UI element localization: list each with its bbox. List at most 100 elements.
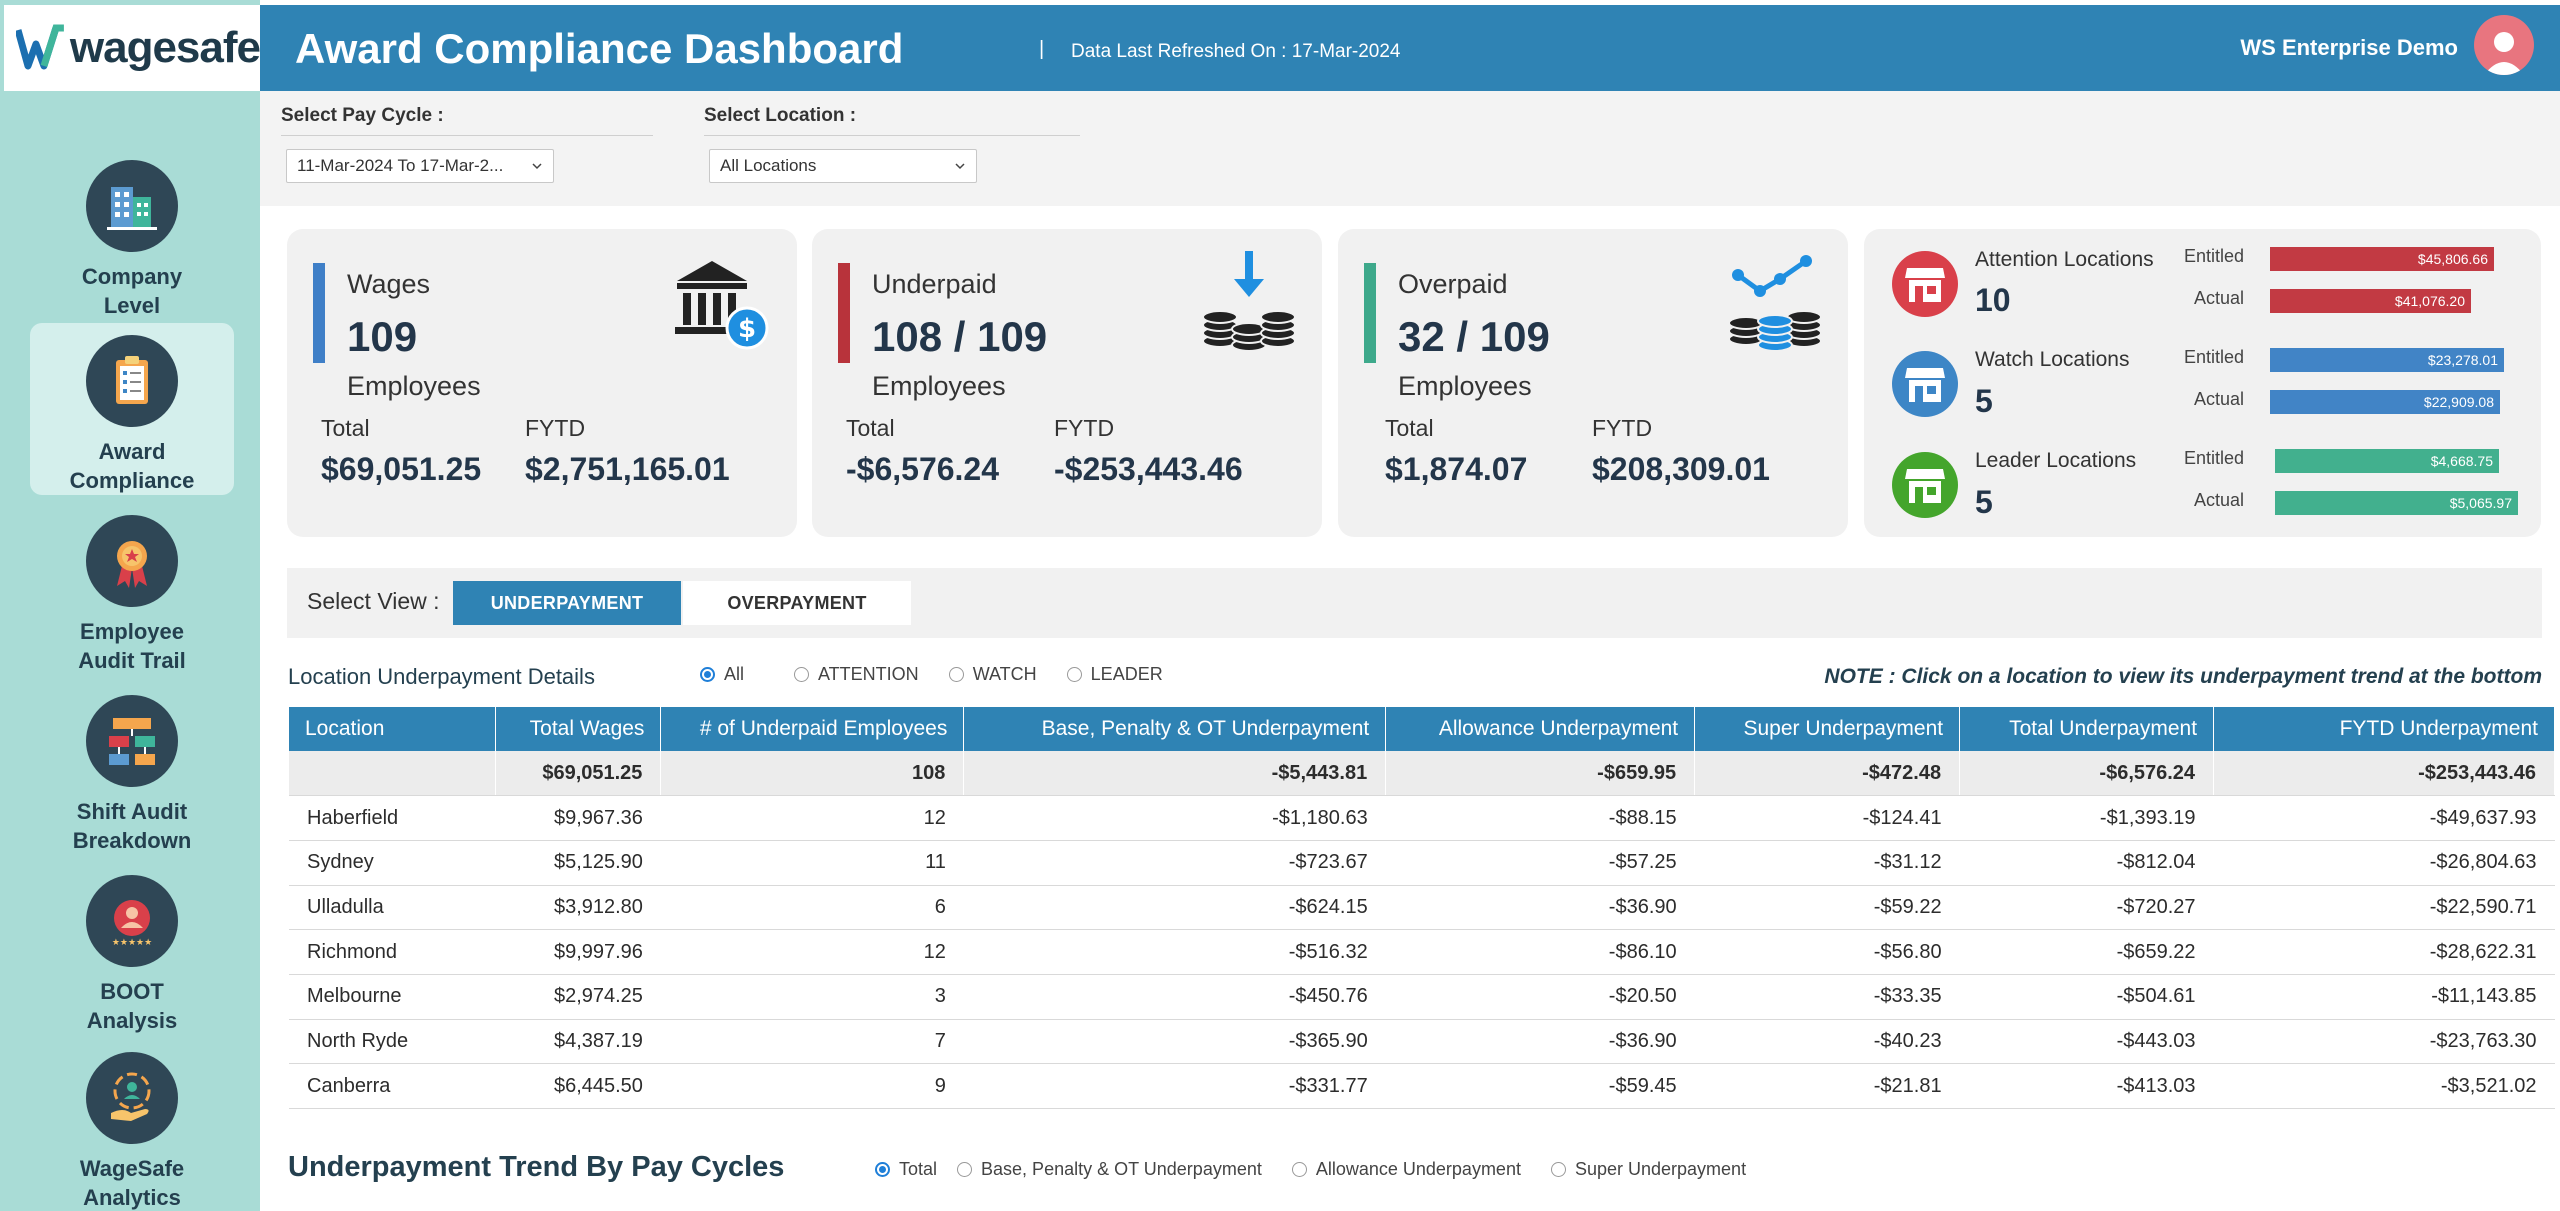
radio-label: Base, Penalty & OT Underpayment xyxy=(981,1159,1262,1179)
location-details-title: Location Underpayment Details xyxy=(288,664,595,689)
table-cell: -$49,637.93 xyxy=(2213,795,2555,841)
table-cell: $5,125.90 xyxy=(495,840,661,886)
column-header[interactable]: Total Wages xyxy=(495,707,662,751)
table-cell: -$812.04 xyxy=(1959,840,2214,886)
table-row[interactable]: Sydney $5,125.90 11 -$723.67 -$57.25 -$31.12-… xyxy=(289,840,2555,886)
location-value: All Locations xyxy=(720,156,817,175)
chevron-down-icon xyxy=(955,163,965,170)
wages-card: Wages 109 Employees Total FYTD $69,051.2… xyxy=(287,229,797,537)
logo[interactable]: wagesafe xyxy=(4,5,261,91)
pay-cycle-select[interactable]: 11-Mar-2024 To 17-Mar-2... xyxy=(286,149,554,183)
nav-employee-audit-trail[interactable]: Employee Audit Trail xyxy=(30,503,234,675)
card-employees-label: Employees xyxy=(1398,371,1532,401)
column-header[interactable]: Super Underpayment xyxy=(1694,707,1961,751)
radio-attention[interactable]: ATTENTION xyxy=(794,664,919,685)
table-row[interactable]: Haberfield $9,967.36 12 -$1,180.63 -$88.15 -$… xyxy=(289,795,2555,841)
card-count: 109 xyxy=(347,313,418,360)
radio-watch[interactable]: WATCH xyxy=(948,664,1037,685)
radio-trend-total[interactable]: Total xyxy=(875,1159,937,1180)
table-cell: -$26,804.63 xyxy=(2213,840,2555,886)
radio-icon xyxy=(948,667,964,682)
nav-label: WageSafe Analytics xyxy=(79,1156,185,1210)
watch-entitled-bar[interactable]: $23,278.01 xyxy=(2270,348,2504,372)
watch-actual-bar[interactable]: $22,909.08 xyxy=(2270,390,2500,414)
column-header[interactable]: Allowance Underpayment xyxy=(1385,707,1696,751)
divider xyxy=(704,135,1080,136)
nav-wagesafe-analytics[interactable]: WageSafe Analytics xyxy=(30,1040,234,1211)
table-cell: -$331.77 xyxy=(963,1063,1386,1109)
table-cell: -$59.45 xyxy=(1385,1063,1695,1109)
nav-label: Shift Audit Breakdown xyxy=(72,799,192,853)
column-header[interactable]: Base, Penalty & OT Underpayment xyxy=(963,707,1387,751)
header-bar: Award Compliance Dashboard | Data Last R… xyxy=(260,5,2560,91)
radio-all[interactable]: All xyxy=(700,664,744,685)
table-cell: -$1,393.19 xyxy=(1959,795,2214,841)
table-cell: -$253,443.46 xyxy=(2213,751,2555,797)
radio-label: Super Underpayment xyxy=(1574,1159,1747,1179)
table-row[interactable]: Richmond $9,997.96 12 -$516.32 -$86.10 -$56.8… xyxy=(289,929,2555,975)
table-row[interactable]: Melbourne $2,974.25 3 -$450.76 -$20.50 -$33.3… xyxy=(289,974,2555,1020)
radio-leader[interactable]: LEADER xyxy=(1066,664,1163,685)
table-row[interactable]: Ulladulla $3,912.80 6 -$624.15 -$36.90 -$59.2… xyxy=(289,885,2555,931)
table-cell: -$413.03 xyxy=(1959,1063,2214,1109)
table-cell: -$56.80 xyxy=(1694,929,1960,975)
radio-label: LEADER xyxy=(1090,664,1163,684)
click-note: NOTE : Click on a location to view its u… xyxy=(1824,665,2542,688)
table-cell: -$659.95 xyxy=(1385,751,1696,797)
table-cell: -$33.35 xyxy=(1694,974,1960,1020)
nav-company-level[interactable]: Company Level xyxy=(30,148,234,320)
table-cell: $3,912.80 xyxy=(495,885,661,931)
attention-actual-bar[interactable]: $41,076.20 xyxy=(2270,289,2471,313)
divider xyxy=(281,135,653,136)
table-cell: $9,997.96 xyxy=(495,929,661,975)
table-row[interactable]: North Ryde $4,387.19 7 -$365.90 -$36.90 -$40.… xyxy=(289,1019,2555,1065)
table-cell: Ulladulla xyxy=(289,885,496,931)
pay-cycle-value: 11-Mar-2024 To 17-Mar-2... xyxy=(297,156,504,175)
user-avatar-icon[interactable] xyxy=(2474,15,2534,75)
underpayment-view-button[interactable]: UNDERPAYMENT xyxy=(453,581,681,625)
table-cell xyxy=(289,751,497,797)
page-title: Award Compliance Dashboard xyxy=(295,25,904,72)
table-cell: Sydney xyxy=(289,840,496,886)
radio-trend-allowance[interactable]: Allowance Underpayment xyxy=(1291,1159,1521,1180)
table-cell: -$11,143.85 xyxy=(2213,974,2555,1020)
location-filter-radios: All ATTENTION WATCH LEADER xyxy=(700,664,1193,685)
overpaid-card: Overpaid 32 / 109 Employees Total FYTD $… xyxy=(1338,229,1848,537)
coins-down-arrow-icon xyxy=(1202,251,1296,352)
table-cell: $9,967.36 xyxy=(495,795,661,841)
radio-icon xyxy=(1291,1162,1307,1177)
table-row[interactable]: Canberra $6,445.50 9 -$331.77 -$59.45 -$21.81… xyxy=(289,1063,2555,1109)
leader-locations-count: 5 xyxy=(1975,484,1993,520)
watch-locations-count: 5 xyxy=(1975,383,1993,419)
column-header[interactable]: Location xyxy=(289,707,497,751)
table-cell: -$40.23 xyxy=(1694,1019,1960,1065)
trend-title: Underpayment Trend By Pay Cycles xyxy=(288,1151,785,1183)
logo-text: wagesafe xyxy=(69,23,261,72)
radio-trend-base[interactable]: Base, Penalty & OT Underpayment xyxy=(957,1159,1262,1180)
fytd-value: $208,309.01 xyxy=(1592,451,1770,487)
leader-actual-bar[interactable]: $5,065.97 xyxy=(2275,491,2518,515)
nav-award-compliance[interactable]: Award Compliance xyxy=(30,323,234,495)
card-count: 108 / 109 xyxy=(872,313,1048,360)
table-cell: -$6,576.24 xyxy=(1959,751,2215,797)
radio-trend-super[interactable]: Super Underpayment xyxy=(1550,1159,1747,1180)
attention-entitled-bar[interactable]: $45,806.66 xyxy=(2270,247,2494,271)
actual-label: Actual xyxy=(2193,389,2244,409)
table-cell: 108 xyxy=(660,751,965,797)
radio-icon xyxy=(794,667,810,682)
data-refresh-date: Data Last Refreshed On : 17-Mar-2024 xyxy=(1071,41,1401,62)
nav-shift-audit-breakdown[interactable]: Shift Audit Breakdown xyxy=(30,683,234,855)
card-title: Overpaid xyxy=(1398,269,1508,299)
table-cell: -$516.32 xyxy=(963,929,1386,975)
table-cell: -$365.90 xyxy=(963,1019,1386,1065)
underpaid-card: Underpaid 108 / 109 Employees Total FYTD… xyxy=(812,229,1322,537)
location-select[interactable]: All Locations xyxy=(709,149,977,183)
column-header[interactable]: Total Underpayment xyxy=(1959,707,2215,751)
column-header[interactable]: # of Underpaid Employees xyxy=(660,707,965,751)
column-header[interactable]: FYTD Underpayment xyxy=(2213,707,2555,751)
nav-label: BOOT Analysis xyxy=(86,979,178,1033)
user-name[interactable]: WS Enterprise Demo xyxy=(2240,35,2458,60)
overpayment-view-button[interactable]: OVERPAYMENT xyxy=(683,581,911,625)
nav-boot-analysis[interactable]: ★★★★★ BOOT Analysis xyxy=(30,863,234,1035)
leader-entitled-bar[interactable]: $4,668.75 xyxy=(2275,449,2499,473)
